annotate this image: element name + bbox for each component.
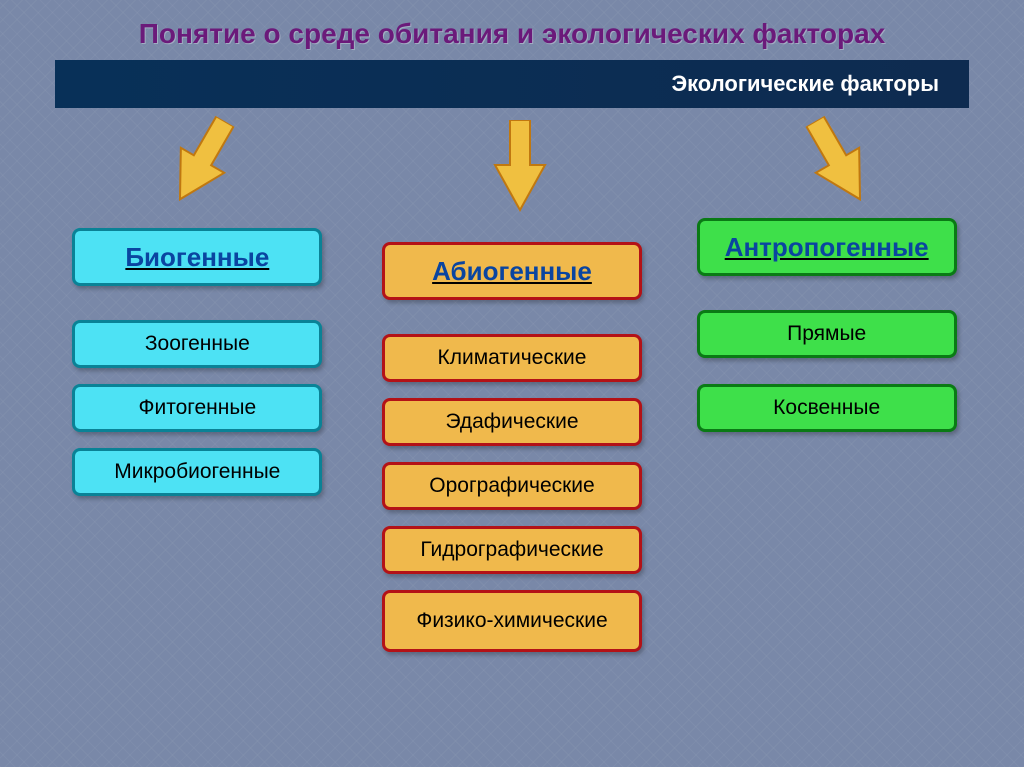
abiogenic-item: Орографические [382,462,642,510]
anthropogenic-item: Прямые [697,310,957,358]
arrow-center-icon [490,120,550,215]
abiogenic-header-label: Абиогенные [432,256,592,287]
biogenic-item: Микробиогенные [72,448,322,496]
abiogenic-header-box: Абиогенные [382,242,642,300]
abiogenic-item: Эдафические [382,398,642,446]
anthropogenic-header-box: Антропогенные [697,218,957,276]
arrows-row [0,108,1024,218]
columns-container: Биогенные Зоогенные Фитогенные Микробиог… [0,218,1024,652]
biogenic-header-label: Биогенные [125,242,269,273]
section-header-bar: Экологические факторы [55,60,969,108]
anthropogenic-item: Косвенные [697,384,957,432]
abiogenic-item: Гидрографические [382,526,642,574]
section-header-text: Экологические факторы [671,71,939,97]
anthropogenic-header-label: Антропогенные [725,232,929,263]
arrow-right-icon [789,106,888,218]
biogenic-item: Фитогенные [72,384,322,432]
abiogenic-item: Физико-химические [382,590,642,652]
column-anthropogenic: Антропогенные Прямые Косвенные [684,218,969,652]
column-abiogenic: Абиогенные Климатические Эдафические Оро… [370,242,655,652]
column-biogenic: Биогенные Зоогенные Фитогенные Микробиог… [55,228,340,652]
page-title: Понятие о среде обитания и экологических… [0,0,1024,60]
abiogenic-item: Климатические [382,334,642,382]
arrow-left-icon [152,106,251,218]
biogenic-item: Зоогенные [72,320,322,368]
biogenic-header-box: Биогенные [72,228,322,286]
